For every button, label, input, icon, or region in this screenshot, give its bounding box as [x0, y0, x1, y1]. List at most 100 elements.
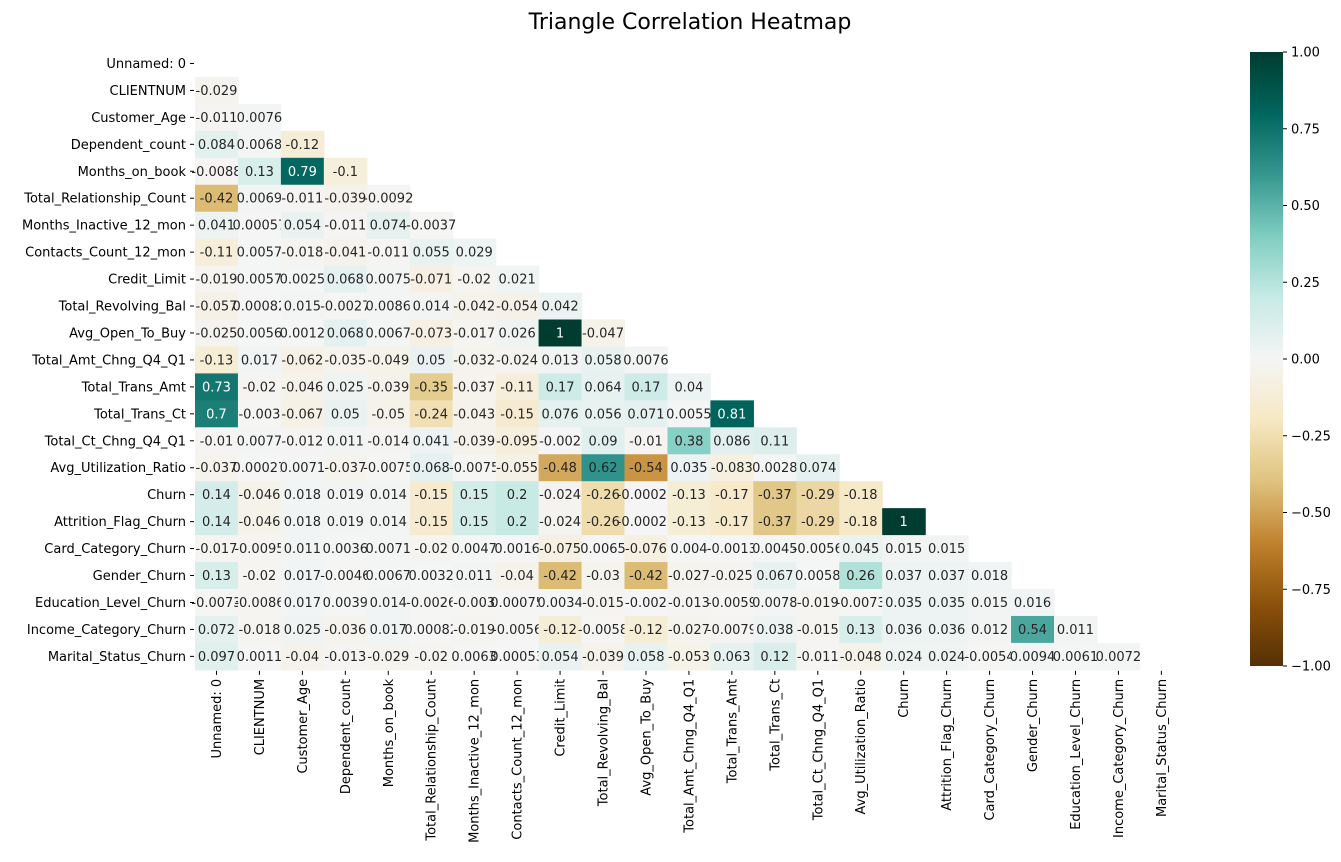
heatmap-cell [237, 238, 282, 267]
heatmap-cell [452, 589, 497, 617]
heatmap-cell [237, 535, 282, 563]
heatmap-cell [796, 642, 840, 671]
heatmap-cell [280, 400, 325, 428]
y-tick-labels: Unnamed: 0 CLIENTNUM Customer_Age Dependent… [22, 57, 194, 665]
cell-value-label: -0.019 [797, 596, 839, 611]
cell-value-label: -0.011 [324, 219, 366, 234]
cell-value-label: 0.038 [756, 623, 793, 638]
cell-value-label: -0.027 [668, 569, 710, 584]
cell-value-label: 0.0067 [366, 326, 412, 341]
cell-value-label: 0.035 [928, 596, 965, 611]
heatmap-cell [667, 400, 711, 428]
x-tick-label: Education_Level_Churn [1069, 679, 1084, 830]
cell-value-label: -0.35 [414, 380, 448, 395]
y-tick-label: Attrition_Flag_Churn [54, 515, 186, 530]
heatmap-cell [195, 292, 239, 321]
cell-value-label: 0.00082 [233, 300, 287, 315]
cell-value-label: -0.002 [539, 434, 581, 449]
cell-value-label: -0.0027 [320, 300, 370, 315]
heatmap-cell [538, 589, 583, 617]
heatmap-cell [538, 615, 583, 644]
cell-value-label: -0.13 [672, 515, 706, 530]
x-tick-label: Total_Revolving_Bal [597, 679, 612, 807]
cell-value-label: -0.053 [668, 650, 710, 665]
heatmap-cell [538, 454, 583, 482]
cell-value-label: 0.019 [327, 488, 364, 503]
cell-value-label: -0.02 [243, 380, 277, 395]
heatmap-cell [323, 642, 368, 671]
heatmap-cell [710, 481, 754, 509]
heatmap-cell [195, 615, 239, 644]
cell-value-label: -0.13 [672, 488, 706, 503]
heatmap-cell [796, 481, 840, 509]
heatmap-cell [538, 346, 583, 374]
cell-value-label: -0.011 [797, 650, 839, 665]
cell-value-label: 0.0032 [408, 569, 454, 584]
cell-value-label: -0.029 [196, 84, 238, 99]
heatmap-cell [452, 508, 497, 536]
heatmap-cell [968, 562, 1012, 590]
cell-value-label: -0.00029 [617, 488, 675, 503]
heatmap-cell [452, 481, 497, 509]
heatmap-cell [323, 481, 368, 509]
cell-value-label: 0.042 [541, 300, 578, 315]
cell-value-label: -0.036 [324, 623, 366, 638]
cell-value-label: -0.003 [453, 596, 495, 611]
heatmap-cell [710, 562, 754, 590]
heatmap-cell [839, 589, 883, 617]
heatmap-cell [237, 319, 282, 348]
cell-value-label: 0.0012 [280, 326, 326, 341]
heatmap-cell [195, 184, 239, 213]
cell-value-label: 0.17 [546, 380, 575, 395]
cell-value-label: 0.05 [331, 407, 360, 422]
heatmap-cell [624, 481, 669, 509]
heatmap-cell [237, 481, 282, 509]
cell-value-label: -0.0056 [793, 542, 843, 557]
colorbar-ticks: 1.00 0.75 0.50 0.25 0.00 −0.25 −0.50 −0.75 −1.00 [1283, 46, 1331, 675]
heatmap-cell [195, 346, 239, 374]
cell-value-label: -0.54 [629, 461, 663, 476]
cell-value-label: 0.015 [971, 596, 1008, 611]
heatmap-cell [538, 427, 583, 455]
heatmap-cell [452, 292, 497, 321]
cell-value-label: 0.011 [1057, 623, 1094, 638]
cell-value-label: -0.039 [367, 380, 409, 395]
cell-value-label: 0.015 [885, 542, 922, 557]
x-tick-label: Marital_Status_Churn [1155, 679, 1170, 817]
x-tick-label: Avg_Utilization_Ratio [854, 679, 869, 815]
cell-value-label: -0.024 [539, 488, 581, 503]
cell-value-label: 0.0086 [366, 300, 412, 315]
cell-value-label: -0.055 [496, 461, 538, 476]
heatmap-cell [667, 427, 711, 455]
cell-value-label: 0.037 [885, 569, 922, 584]
cell-value-label: 0.0071 [366, 542, 412, 557]
cell-value-label: 0.0076 [623, 353, 669, 368]
cell-value-label: 0.035 [670, 461, 707, 476]
heatmap-cell [839, 535, 883, 563]
heatmap-cell [710, 454, 754, 482]
heatmap-cell [495, 481, 540, 509]
cell-value-label: 0.017 [284, 569, 321, 584]
heatmap-cell [753, 615, 797, 644]
y-tick-label: Avg_Open_To_Buy [69, 326, 186, 341]
cell-value-label: 0.018 [284, 515, 321, 530]
cell-value-label: -0.037 [324, 461, 366, 476]
cell-value-label: -0.0095 [234, 542, 284, 557]
cell-value-label: -0.18 [844, 488, 878, 503]
cell-value-label: -0.002 [625, 596, 667, 611]
cell-value-label: -0.047 [582, 326, 624, 341]
heatmap-cell [452, 454, 497, 482]
cell-value-label: 0.2 [507, 515, 528, 530]
cell-value-label: -0.0086 [234, 596, 284, 611]
cell-value-label: 0.076 [541, 407, 578, 422]
heatmap-cell [280, 184, 325, 213]
heatmap-cell [581, 589, 626, 617]
cell-value-label: -0.054 [496, 300, 538, 315]
cell-value-label: 0.058 [584, 353, 621, 368]
heatmap-cell [280, 589, 325, 617]
cell-value-label: -0.057 [196, 300, 238, 315]
heatmap-cell [968, 589, 1012, 617]
heatmap-cell [323, 346, 368, 374]
cell-value-label: -0.046 [238, 515, 280, 530]
chart-title: Triangle Correlation Heatmap [528, 10, 852, 35]
